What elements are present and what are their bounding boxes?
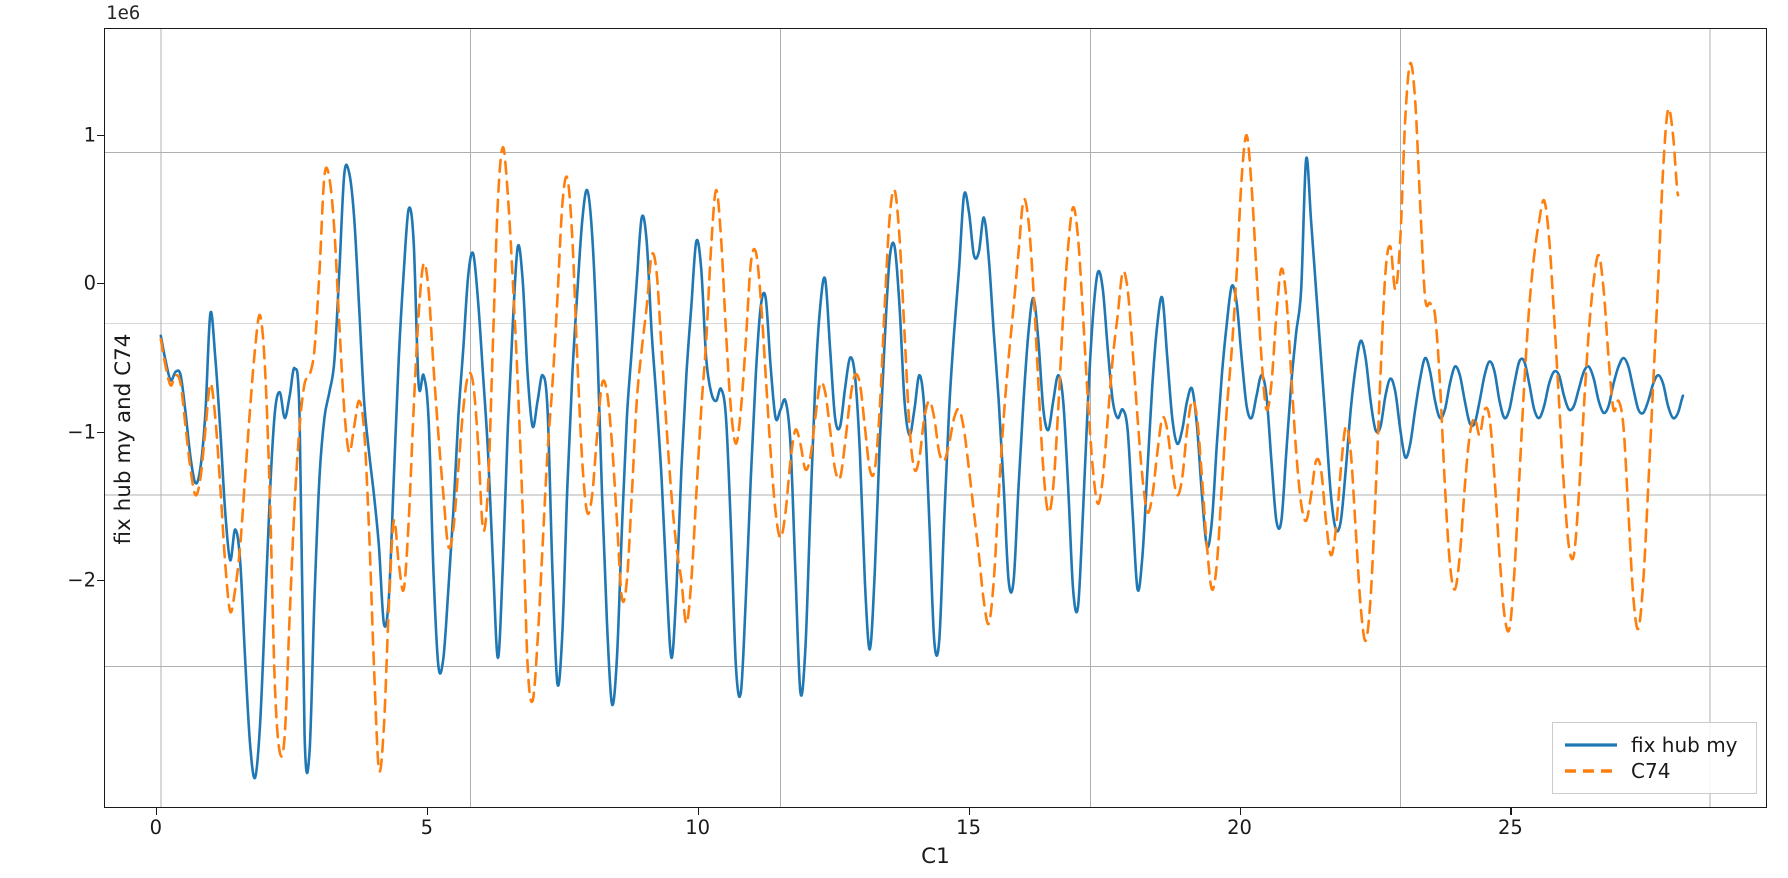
x-tick-label-20: 20 [1227,816,1252,839]
x-tick-mark-15 [968,808,970,815]
y-tick-mark-neg1 [97,432,104,434]
x-axis-title: C1 [921,844,950,869]
legend-swatch-dashed-line [1565,769,1617,773]
y-tick-label-0: 0 [83,271,96,295]
x-tick-mark-20 [1239,808,1241,815]
legend-item-series-2[interactable]: C74 [1563,758,1746,784]
y-axis-title: fix hub my and C74 [111,333,136,545]
legend-label-series-2: C74 [1631,759,1671,783]
legend-swatch-solid-line [1565,743,1617,747]
x-tick-label-10: 10 [685,816,711,839]
y-tick-label-neg1: −1 [67,420,96,444]
gridlines [105,29,1766,807]
y-tick-mark-neg2 [97,580,104,582]
y-tick-mark-0 [97,283,104,285]
chart-canvas [105,29,1766,807]
y-axis-offset-text: 1e6 [106,2,141,24]
x-tick-label-0: 0 [149,816,163,839]
legend-item-series-1[interactable]: fix hub my [1563,732,1746,758]
chart-legend[interactable]: fix hub my C74 [1552,722,1757,794]
series-line-1 [159,156,1685,780]
y-tick-mark-1 [97,135,104,137]
x-tick-label-5: 5 [420,816,434,839]
plot-area [104,28,1767,808]
x-tick-mark-10 [697,808,700,815]
series-line-2 [159,61,1680,773]
legend-label-series-1: fix hub my [1631,733,1738,757]
x-tick-mark-5 [426,808,429,815]
data-series-group [159,61,1685,780]
y-tick-label-neg2: −2 [67,568,96,592]
x-tick-mark-25 [1510,808,1512,815]
y-tick-label-1: 1 [83,123,96,147]
x-tick-label-15: 15 [956,816,982,839]
x-tick-label-25: 25 [1497,816,1523,839]
x-tick-mark-0 [155,808,158,815]
